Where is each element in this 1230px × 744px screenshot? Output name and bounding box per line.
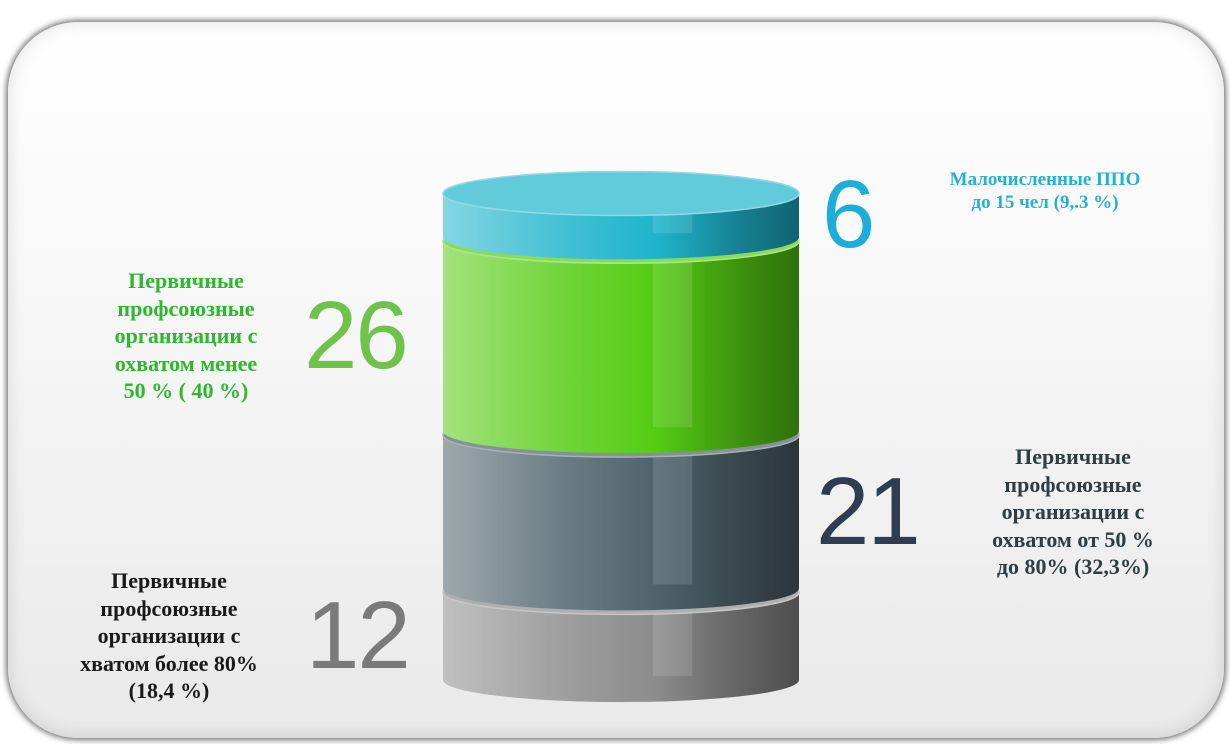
category-label-over-80: Первичные профсоюзные организации с хват…	[80, 568, 258, 704]
segment-small-ppo	[442, 170, 800, 260]
value-label-small-ppo: 6	[822, 161, 875, 269]
segment-under-50-body	[443, 241, 799, 454]
value-label-over-80: 12	[306, 582, 411, 690]
cylinder-stack	[442, 170, 800, 702]
value-label-under-50: 26	[304, 282, 409, 390]
segment-50-80-sheen	[653, 439, 693, 585]
segment-under-50-sheen	[653, 245, 693, 428]
segment-over-80-body	[443, 592, 799, 702]
value-label-50-80: 21	[816, 457, 921, 565]
chart-card: 12 21 26 6 Первичные профсоюзные организ…	[8, 22, 1224, 738]
category-label-under-50: Первичные профсоюзные организации с охва…	[114, 268, 258, 404]
category-label-50-80: Первичные профсоюзные организации с охва…	[992, 444, 1154, 579]
segment-50-80-body	[443, 435, 799, 611]
category-label-small-ppo: Малочисленные ППО до 15 чел (9,.3 %)	[949, 168, 1141, 214]
segment-small-ppo-top	[442, 170, 800, 217]
